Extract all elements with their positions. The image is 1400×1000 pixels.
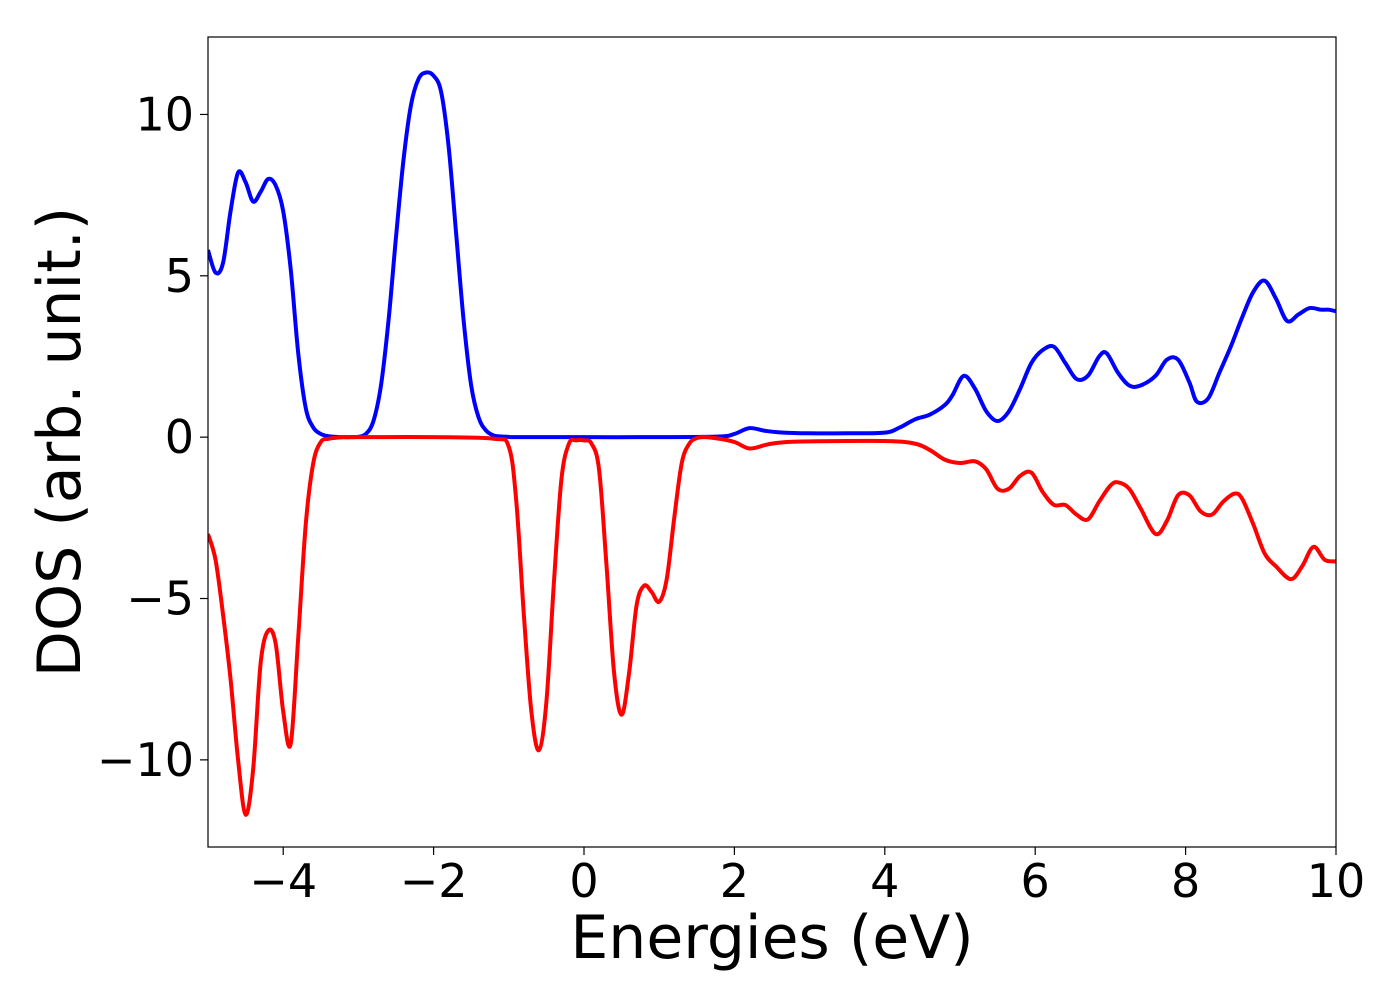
- y-tick-label: 0: [165, 410, 194, 464]
- y-tick-label: −5: [126, 572, 194, 626]
- x-tick-label: 2: [720, 854, 749, 908]
- series-line-blue: [208, 70, 1336, 440]
- x-axis-title: Energies (eV): [570, 903, 973, 973]
- y-axis-title: DOS (arb. unit.): [25, 207, 95, 677]
- plot-frame: [207, 36, 1337, 848]
- y-tick-label: −10: [97, 733, 194, 787]
- x-tick-label: 10: [1307, 854, 1366, 908]
- x-tick-label: 8: [1171, 854, 1200, 908]
- x-tick-label: −2: [400, 854, 468, 908]
- x-axis: −4 −2 0 2 4 6 8 10: [249, 847, 1365, 908]
- y-axis: 10 5 0 −5 −10: [97, 87, 208, 787]
- x-tick-label: 0: [569, 854, 598, 908]
- y-tick-label: 10: [135, 87, 194, 141]
- x-tick-label: −4: [249, 854, 317, 908]
- series-line-red: [208, 435, 1336, 817]
- y-tick-label: 5: [165, 249, 194, 303]
- x-tick-label: 4: [870, 854, 899, 908]
- series-layer: [208, 70, 1336, 817]
- x-tick-label: 6: [1021, 854, 1050, 908]
